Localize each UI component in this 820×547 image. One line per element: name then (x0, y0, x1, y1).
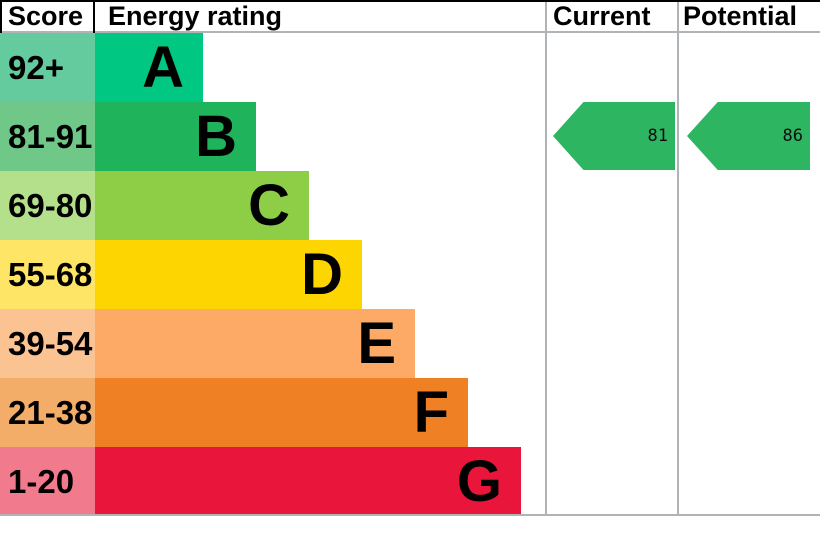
band-letter-g: G (456, 448, 502, 514)
score-column-divider (93, 0, 95, 33)
header-left-border (0, 0, 2, 33)
band-letter-c: C (248, 172, 290, 238)
current-column-divider (545, 0, 547, 516)
band-bar-e: E (95, 309, 415, 378)
band-bar-d: D (95, 240, 362, 309)
band-row-f: 21-38 F (0, 378, 820, 447)
band-row-d: 55-68 D (0, 240, 820, 309)
potential-column-divider (677, 0, 679, 516)
potential-column-header: Potential (683, 1, 798, 31)
band-bar-b: B (95, 102, 256, 171)
band-row-a: 92+ A (0, 33, 820, 102)
band-letter-e: E (357, 310, 396, 376)
current-rating-value: 81 (647, 126, 668, 146)
band-letter-b: B (195, 103, 237, 169)
band-bar-g: G (95, 447, 521, 516)
band-bar-a: A (95, 33, 203, 102)
table-bottom-divider (0, 514, 820, 516)
score-column-header: Score (8, 1, 84, 31)
potential-rating-value: 86 (782, 126, 803, 146)
score-range-label: 69-80 (0, 171, 95, 240)
band-bar-c: C (95, 171, 309, 240)
band-row-c: 69-80 C (0, 171, 820, 240)
score-range-label: 1-20 (0, 447, 95, 516)
band-row-e: 39-54 E (0, 309, 820, 378)
band-row-b: 81-91 B (0, 102, 820, 171)
current-column-header: Current (553, 1, 651, 31)
score-range-label: 81-91 (0, 102, 95, 171)
score-range-label: 92+ (0, 33, 95, 102)
score-range-label: 55-68 (0, 240, 95, 309)
band-letter-a: A (142, 34, 184, 100)
score-range-label: 21-38 (0, 378, 95, 447)
band-bar-f: F (95, 378, 468, 447)
top-border (0, 0, 820, 2)
header-bottom-divider (0, 31, 820, 33)
band-letter-f: F (413, 379, 449, 445)
energy-rating-column-header: Energy rating (108, 1, 283, 31)
score-range-label: 39-54 (0, 309, 95, 378)
band-row-g: 1-20 G (0, 447, 820, 516)
band-letter-d: D (301, 241, 343, 307)
